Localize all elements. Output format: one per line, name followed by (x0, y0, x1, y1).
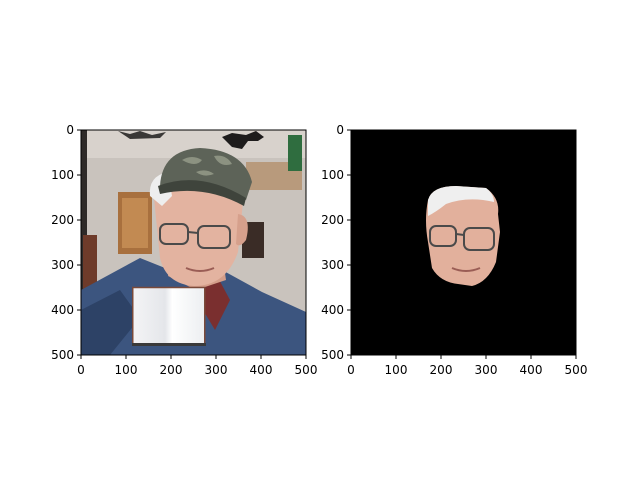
photo-green-item (288, 135, 302, 171)
photo-glasses-bridge (187, 231, 199, 234)
photo-ceiling-ornament (118, 131, 166, 139)
photo-glasses-right-lens (197, 225, 231, 249)
photo-horse-silhouette (222, 131, 264, 149)
mask-y-tick-label: 100 (321, 168, 344, 182)
photo-x-tick-label: 300 (205, 363, 228, 377)
photo-left-cabinet (83, 235, 97, 290)
mask-y-tick-label: 0 (336, 123, 344, 137)
photo-glasses-left-lens (159, 223, 189, 245)
mask-y-tick-label: 300 (321, 258, 344, 272)
photo-x-tick-label: 200 (160, 363, 183, 377)
mask-x-tick-label: 200 (430, 363, 453, 377)
photo-panel (81, 130, 306, 355)
photo-y-tick-label: 300 (51, 258, 74, 272)
photo-y-tick-label: 0 (66, 123, 74, 137)
mask-x-tick-label: 300 (475, 363, 498, 377)
photo-cap-camo-spot (182, 155, 232, 176)
photo-shelf-inner (122, 198, 148, 248)
segmented-glasses-bridge (455, 233, 465, 236)
mask-x-tick-label: 400 (520, 363, 543, 377)
white-patch (132, 286, 206, 345)
mask-x-tick-label: 500 (565, 363, 588, 377)
photo-cap-brim (158, 180, 246, 206)
mask-y-tick-label: 200 (321, 213, 344, 227)
photo-face (153, 170, 243, 286)
photo-x-tick-label: 100 (115, 363, 138, 377)
photo-x-tick-label: 400 (250, 363, 273, 377)
segmented-glasses-left-lens (429, 225, 457, 247)
photo-x-tick-label: 500 (295, 363, 318, 377)
segmented-mouth (451, 267, 481, 272)
mask-panel (351, 130, 576, 355)
segmented-hair (428, 186, 494, 216)
mask-x-tick-label: 0 (347, 363, 355, 377)
segmented-glasses-right-lens (463, 227, 495, 251)
patch-bottom-shadow (132, 343, 206, 346)
photo-y-tick-label: 100 (51, 168, 74, 182)
photo-axes-frame (80, 129, 307, 356)
photo-y-tick-label: 400 (51, 303, 74, 317)
photo-y-tick-label: 200 (51, 213, 74, 227)
photo-jacket-shadow (81, 290, 140, 355)
photo-y-tick-label: 500 (51, 348, 74, 362)
mask-axes-frame (350, 129, 577, 356)
photo-x-tick-label: 0 (77, 363, 85, 377)
mask-y-tick-label: 500 (321, 348, 344, 362)
photo-ear (236, 214, 248, 246)
mask-y-tick-label: 400 (321, 303, 344, 317)
mask-x-tick-label: 100 (385, 363, 408, 377)
photo-mouth (185, 267, 215, 272)
